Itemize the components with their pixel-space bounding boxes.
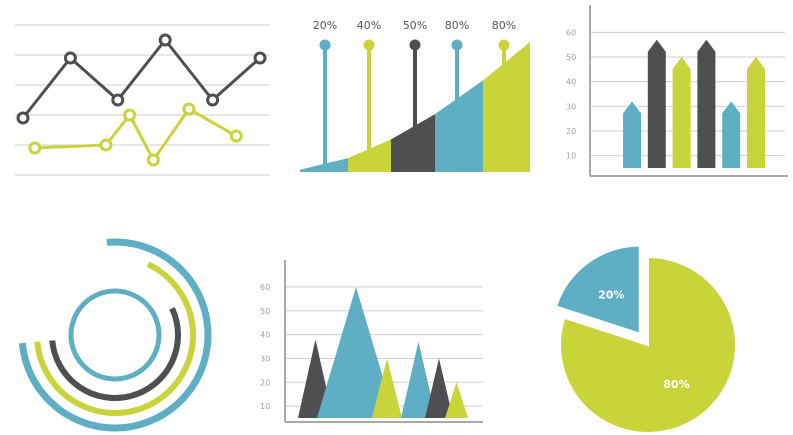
arrow-bar-4 — [722, 101, 741, 168]
y-tick-label-4: 20 — [260, 378, 270, 387]
data-point-1-0 — [28, 141, 42, 155]
series-line-0 — [21, 38, 261, 119]
pie-slice-0 — [554, 244, 641, 336]
percent-label-4: 80% — [492, 19, 516, 32]
y-tick-label-4: 20 — [566, 127, 576, 136]
y-tick-label-1: 50 — [566, 53, 576, 62]
percent-label-0: 20% — [313, 19, 337, 32]
data-point-1-3 — [146, 153, 160, 167]
peak-5 — [445, 382, 468, 418]
data-point-1-5 — [229, 129, 243, 143]
series-line-1 — [34, 107, 238, 162]
arrow-bar-0 — [623, 101, 641, 168]
data-point-0-0 — [16, 111, 30, 125]
data-point-0-2 — [111, 93, 125, 107]
peak-4 — [425, 358, 453, 418]
lollipop-head-3 — [451, 39, 463, 51]
data-point-1-2 — [123, 108, 137, 122]
area-segment-1 — [348, 139, 391, 172]
ring-2 — [49, 307, 181, 401]
lollipop-head-4 — [498, 39, 510, 51]
arrow-bar-3 — [697, 39, 716, 168]
area-segment-4 — [483, 42, 530, 172]
area-segment-3 — [435, 80, 483, 172]
area-segment-2 — [391, 114, 435, 172]
y-tick-label-1: 50 — [260, 307, 270, 316]
radial-ring-chart — [18, 238, 212, 432]
y-tick-label-2: 40 — [566, 78, 576, 87]
arrow-bar-2 — [672, 57, 691, 168]
arrow-bar-chart: 60 50 40 30 20 10 — [566, 5, 788, 177]
pie-label-0: 20% — [598, 289, 624, 302]
y-tick-label-2: 40 — [260, 331, 270, 340]
peak-3 — [401, 341, 436, 418]
data-point-0-4 — [206, 93, 220, 107]
data-point-0-3 — [158, 33, 172, 47]
peak-1 — [317, 286, 395, 418]
y-tick-label-5: 10 — [566, 152, 576, 161]
peak-2 — [372, 358, 402, 418]
ring-0 — [18, 238, 212, 432]
y-tick-label-0: 60 — [566, 28, 576, 37]
data-point-0-5 — [253, 51, 267, 65]
lollipop-head-2 — [409, 39, 421, 51]
arrow-bar-1 — [647, 39, 666, 168]
lollipop-head-1 — [363, 39, 375, 51]
y-tick-label-3: 30 — [566, 102, 576, 111]
percent-label-1: 40% — [357, 19, 381, 32]
pie-chart: 20% 80% — [554, 244, 737, 434]
y-tick-label-3: 30 — [260, 354, 270, 363]
data-point-1-1 — [99, 138, 113, 152]
y-tick-label-0: 60 — [260, 283, 270, 292]
lollipop-area-chart: 20% 40% 50% 80% 80% — [300, 19, 530, 172]
pie-slice-1 — [559, 255, 737, 434]
arrow-bar-5 — [747, 57, 765, 168]
lollipop-head-0 — [319, 39, 331, 51]
ring-3 — [68, 288, 162, 382]
ring-1 — [34, 261, 196, 416]
line-chart — [15, 24, 270, 176]
pie-label-1: 80% — [663, 378, 689, 391]
peak-area-chart: 60 50 40 30 20 10 — [260, 260, 483, 423]
y-tick-label-5: 10 — [260, 402, 270, 411]
percent-label-2: 50% — [403, 19, 427, 32]
data-point-0-1 — [63, 51, 77, 65]
data-point-1-4 — [182, 102, 196, 116]
percent-label-3: 80% — [445, 19, 469, 32]
